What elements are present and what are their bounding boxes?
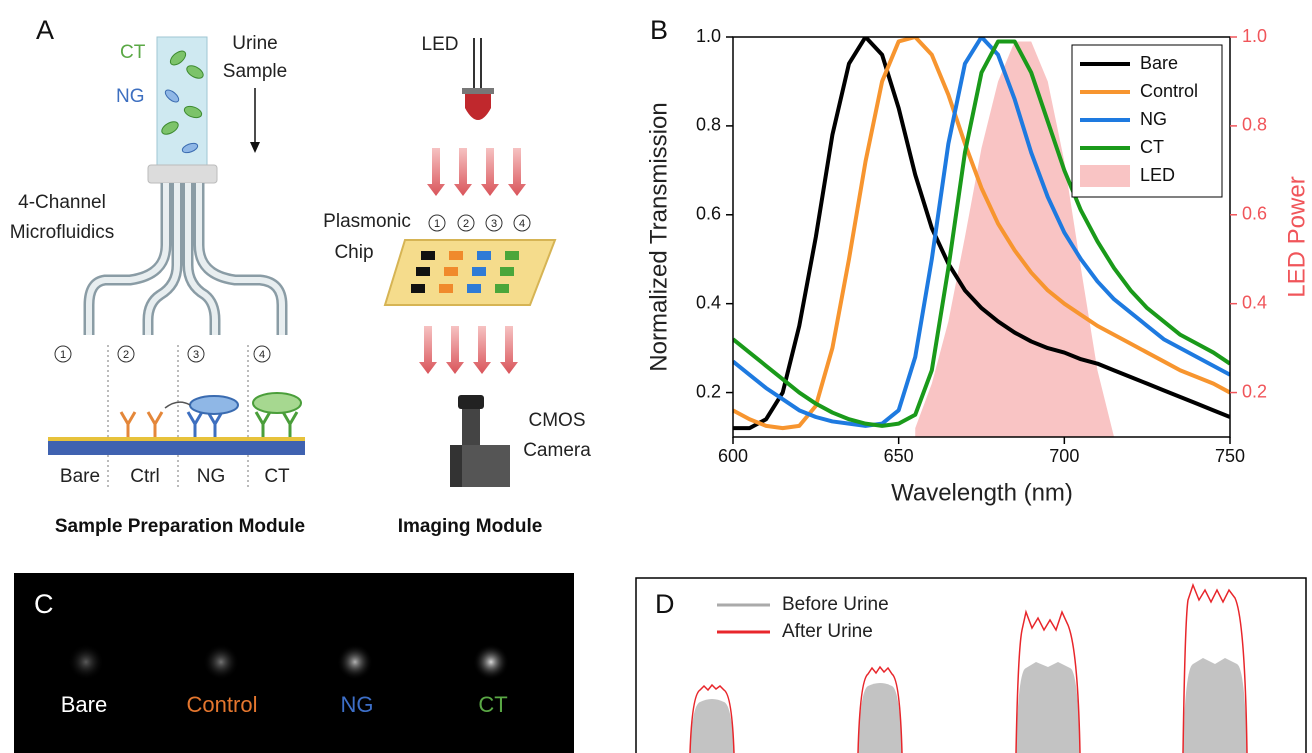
x-axis-label: Wavelength (nm) (891, 479, 1073, 506)
panel-label: A (36, 15, 54, 45)
urine-label: Urine (232, 33, 277, 54)
gold-film (48, 437, 305, 441)
y2-tick-label: 0.4 (1242, 292, 1267, 312)
bacterium-ct (253, 393, 301, 413)
y-tick-label: 1.0 (696, 26, 721, 46)
legend-label: CT (1140, 137, 1164, 157)
channel-number-text: 3 (193, 349, 199, 361)
y2-tick-label: 0.2 (1242, 381, 1267, 401)
x-tick-label: 600 (718, 446, 748, 466)
spot-number-text: 1 (434, 218, 440, 230)
y2-tick-label: 0.8 (1242, 115, 1267, 135)
y-tick-label: 0.2 (696, 381, 721, 401)
channel-number-text: 2 (123, 349, 129, 361)
microfluidics-label: Microfluidics (10, 222, 115, 243)
panel-label: B (650, 15, 668, 45)
spot-number-text: 4 (519, 218, 525, 230)
legend-label: Before Urine (782, 594, 889, 615)
spot-label: Control (187, 692, 258, 717)
legend-label: LED (1140, 165, 1175, 185)
spot-label: Bare (61, 692, 107, 717)
chip (385, 240, 555, 305)
ng-label: NG (116, 86, 145, 107)
spot-label: CT (478, 692, 507, 717)
legend-label: Control (1140, 81, 1198, 101)
divider (108, 345, 248, 490)
figure: A CT NG Urine Sample 4-Channel Microflui… (0, 0, 1312, 753)
channel-number-text: 1 (60, 349, 66, 361)
spot (68, 644, 104, 680)
chip-label: Plasmonic (323, 211, 411, 232)
module-title: Sample Preparation Module (55, 516, 305, 537)
arrow-head (250, 142, 260, 153)
spot (203, 644, 239, 680)
panel-d: D Before Urine After Urine (636, 578, 1306, 753)
legend-label: NG (1140, 109, 1167, 129)
legend-swatch (1080, 165, 1130, 187)
x-tick-label: 700 (1049, 446, 1079, 466)
legend-label: After Urine (782, 621, 873, 642)
led-bulb (465, 94, 491, 120)
spot-number-text: 2 (463, 218, 469, 230)
camera-label: Camera (523, 440, 591, 461)
panel-a: A CT NG Urine Sample 4-Channel Microflui… (10, 15, 591, 537)
camera-lens (458, 395, 484, 409)
bacterium-ng (190, 396, 238, 414)
surface-label: Ctrl (130, 466, 160, 487)
camera-label: CMOS (529, 410, 586, 431)
chip-label: Chip (334, 242, 373, 263)
channels (89, 183, 282, 335)
surface-label: CT (264, 466, 290, 487)
y-tick-label: 0.8 (696, 115, 721, 135)
spot-label: NG (341, 692, 374, 717)
x-tick-label: 650 (884, 446, 914, 466)
camera-lens (462, 409, 480, 445)
x-tick-label: 750 (1215, 446, 1245, 466)
panel-label: C (34, 589, 54, 619)
connector (148, 165, 217, 183)
y2-tick-label: 1.0 (1242, 26, 1267, 46)
led-label: LED (422, 34, 459, 55)
panel-label: D (655, 589, 675, 619)
surface-label: Bare (60, 466, 100, 487)
microfluidics-label: 4-Channel (18, 192, 106, 213)
led-base (462, 88, 494, 94)
y-tick-label: 0.6 (696, 204, 721, 224)
module-title: Imaging Module (398, 516, 543, 537)
spot (473, 644, 509, 680)
spot-number-text: 3 (491, 218, 497, 230)
panel-c: C Bare Control NG CT (14, 573, 574, 753)
y-axis-label: Normalized Transmission (645, 102, 672, 371)
antibodies (121, 412, 297, 437)
legend-label: Bare (1140, 53, 1178, 73)
camera-body (450, 445, 462, 487)
urine-label: Sample (223, 61, 287, 82)
y2-tick-label: 0.6 (1242, 204, 1267, 224)
y-tick-label: 0.4 (696, 292, 721, 312)
y2-axis-label: LED Power (1283, 176, 1310, 297)
channel-number-text: 4 (259, 349, 265, 361)
led-leads (474, 38, 481, 88)
surface-label: NG (197, 466, 226, 487)
spot (337, 644, 373, 680)
panel-b: B Normalized Transmission LED Power Wave… (645, 15, 1310, 506)
ct-label: CT (120, 42, 146, 63)
